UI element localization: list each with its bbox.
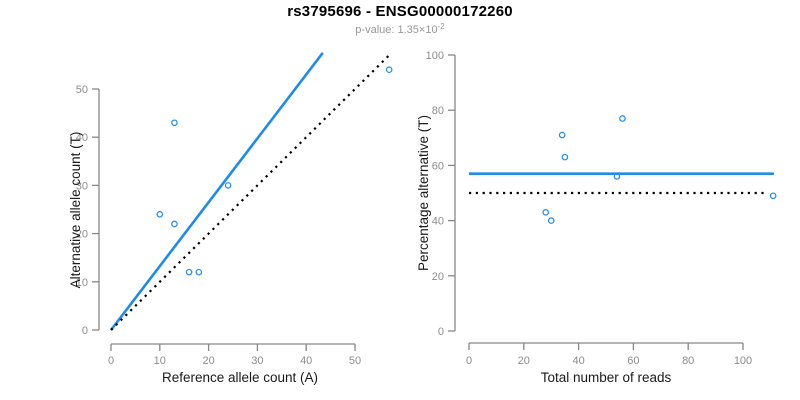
- y-tick-label: 40: [432, 216, 444, 228]
- x-tick-label: 80: [682, 355, 694, 367]
- scatter-point: [171, 220, 178, 228]
- y-axis-label-right: Percentage alternative (T): [416, 115, 431, 271]
- scatter-point: [385, 66, 393, 74]
- x-tick-label: 50: [349, 355, 361, 367]
- pvalue-exponent: -2: [437, 22, 445, 31]
- y-tick-label: 0: [82, 325, 88, 337]
- x-axis-label-right: Total number of reads: [541, 370, 672, 385]
- scatter-point: [542, 209, 550, 216]
- scatter-point: [558, 131, 566, 139]
- y-tick-label: 60: [432, 160, 444, 172]
- y-tick-label: 100: [426, 50, 444, 62]
- page-title: rs3795696 - ENSG00000172260: [287, 3, 513, 20]
- x-tick-label: 30: [251, 355, 263, 367]
- x-axis-label-left: Reference allele count (A): [162, 370, 318, 385]
- scatter-point: [171, 119, 178, 127]
- scatter-point: [195, 268, 203, 276]
- x-tick-label: 40: [300, 355, 312, 367]
- scatter-point: [769, 192, 777, 200]
- x-tick-label: 10: [154, 355, 166, 367]
- scatter-point: [185, 268, 193, 276]
- pvalue-subtitle: p-value: 1.35×10-2: [0, 22, 800, 36]
- y-tick-label: 80: [432, 105, 444, 117]
- x-tick-label: 20: [518, 355, 530, 367]
- x-tick-label: 0: [466, 355, 472, 367]
- x-tick-label: 40: [572, 355, 584, 367]
- fit-line: [109, 52, 324, 331]
- y-tick-label: 40: [76, 132, 88, 144]
- x-tick-label: 20: [202, 355, 214, 367]
- y-tick-label: 50: [76, 84, 88, 96]
- scatter-point: [547, 217, 555, 224]
- allele-count-plot: 0 10 20 30 40 50 0 10 20 30 40 50: [76, 52, 393, 367]
- x-tick-label: 60: [627, 355, 639, 367]
- scatter-point: [619, 115, 626, 122]
- x-tick-label: 0: [108, 355, 114, 367]
- scatter-point: [224, 182, 232, 189]
- percentage-reads-plot: 0 20 40 60 80 100 0 20 40 60 80 100: [426, 50, 777, 367]
- pvalue-text: p-value: 1.35×10: [355, 24, 438, 36]
- scatter-point: [561, 153, 569, 161]
- scatter-point: [156, 211, 164, 218]
- y-tick-label: 20: [76, 229, 88, 241]
- scatter-point: [613, 173, 621, 180]
- y-tick-label: 20: [432, 271, 444, 283]
- x-tick-label: 100: [734, 355, 752, 367]
- y-tick-label: 0: [438, 326, 444, 338]
- y-tick-label: 30: [76, 180, 88, 192]
- identity-line: [110, 53, 392, 331]
- y-tick-label: 10: [76, 277, 88, 289]
- y-axis-label-left: Alternative allele count (T): [68, 132, 83, 289]
